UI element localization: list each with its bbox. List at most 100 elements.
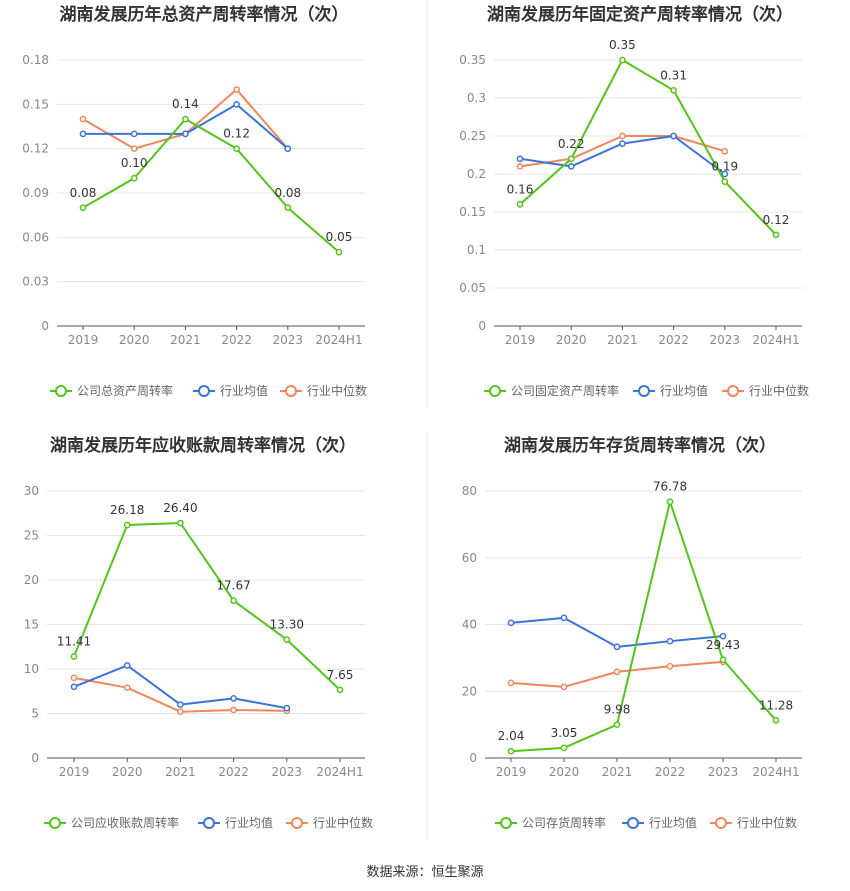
chart-4-legend-label-industry-avg: 行业均值 bbox=[649, 815, 697, 830]
chart-2-x-tick-label: 2022 bbox=[658, 333, 689, 347]
data-source-note: 数据来源：恒生聚源 bbox=[366, 865, 484, 880]
chart-1-data-label: 0.10 bbox=[121, 156, 148, 170]
chart-1-point-industry-avg bbox=[284, 145, 292, 153]
chart-2-data-label: 0.12 bbox=[763, 213, 790, 227]
chart-2-data-label: 0.22 bbox=[558, 137, 585, 151]
chart-3-data-label: 11.41 bbox=[57, 634, 91, 648]
chart-4-x-tick-label: 2020 bbox=[549, 765, 580, 779]
chart-2-legend-marker-industry-median bbox=[727, 385, 739, 397]
chart-3-point-company bbox=[336, 686, 344, 694]
chart-3-y-tick-label: 10 bbox=[24, 662, 39, 676]
chart-4-point-industry-median bbox=[560, 683, 568, 691]
chart-4-point-industry-avg bbox=[666, 637, 674, 645]
chart-1-x-tick-label: 2020 bbox=[119, 333, 150, 347]
chart-1-x-tick-label: 2019 bbox=[68, 333, 99, 347]
chart-4-data-label: 11.28 bbox=[759, 698, 793, 712]
chart-3-point-industry-avg bbox=[177, 701, 184, 708]
chart-2-y-tick-label: 0.1 bbox=[467, 243, 486, 257]
chart-2-point-industry-median bbox=[619, 132, 626, 140]
chart-1-x-tick-label: 2021 bbox=[170, 333, 201, 347]
chart-3-point-industry-median bbox=[70, 674, 78, 682]
chart-2-point-industry-avg bbox=[567, 163, 575, 170]
chart-3-legend-label-industry-avg: 行业均值 bbox=[225, 815, 273, 830]
chart-4-y-tick-label: 80 bbox=[462, 484, 477, 498]
chart-3-legend-label-industry-median: 行业中位数 bbox=[313, 815, 373, 830]
chart-3-x-tick-label: 2019 bbox=[59, 765, 90, 779]
chart-2-point-company bbox=[516, 201, 524, 208]
chart-2-y-tick-label: 0.2 bbox=[467, 167, 486, 181]
chart-1-point-company bbox=[182, 115, 189, 123]
chart-3-x-tick-label: 2022 bbox=[218, 765, 249, 779]
chart-4-point-company bbox=[666, 498, 674, 506]
chart-2-point-industry-median bbox=[721, 147, 729, 155]
chart-4-y-tick-label: 60 bbox=[462, 551, 477, 565]
chart-4-point-industry-median bbox=[613, 668, 621, 676]
chart-4-point-industry-avg bbox=[560, 614, 568, 622]
chart-1-point-company bbox=[130, 174, 138, 182]
chart-2-legend-marker-company bbox=[489, 385, 501, 397]
chart-2-y-tick-label: 0.35 bbox=[459, 53, 486, 67]
chart-3-data-label: 17.67 bbox=[216, 579, 250, 593]
chart-1-legend-label-company: 公司总资产周转率 bbox=[77, 383, 173, 398]
chart-2-point-company bbox=[721, 178, 729, 185]
chart-2-point-industry-avg bbox=[721, 170, 729, 178]
chart-1-legend-marker-industry-median bbox=[285, 385, 297, 397]
chart-4-title: 湖南发展历年存货周转率情况（次） bbox=[504, 435, 776, 456]
chart-1-y-tick-label: 0.09 bbox=[22, 186, 49, 200]
chart-4-x-tick-label: 2024H1 bbox=[752, 765, 799, 779]
chart-1-point-industry-median bbox=[130, 145, 138, 153]
chart-3-point-company bbox=[70, 653, 78, 660]
chart-1-point-industry-avg bbox=[79, 130, 87, 138]
chart-1-y-tick-label: 0.15 bbox=[22, 97, 49, 111]
chart-2-x-tick-label: 2023 bbox=[710, 333, 741, 347]
chart-4-legend-label-industry-median: 行业中位数 bbox=[737, 815, 797, 830]
chart-1-data-label: 0.05 bbox=[326, 230, 353, 244]
chart-2-point-company bbox=[772, 231, 780, 239]
chart-1-legend-label-industry-median: 行业中位数 bbox=[307, 383, 367, 398]
chart-3-y-tick-label: 30 bbox=[24, 484, 39, 498]
chart-2-legend-label-industry-avg: 行业均值 bbox=[660, 383, 708, 398]
chart-1-y-tick-label: 0 bbox=[41, 319, 49, 333]
chart-2-x-tick-label: 2021 bbox=[607, 333, 638, 347]
chart-1-legend-marker-industry-avg bbox=[198, 385, 210, 397]
chart-1-point-company bbox=[284, 204, 292, 212]
chart-2-point-company bbox=[670, 87, 677, 94]
chart-3-point-industry-avg bbox=[70, 683, 78, 691]
chart-1-point-industry-median bbox=[233, 86, 240, 93]
chart-2-point-company bbox=[567, 155, 575, 163]
chart-3-data-label: 26.40 bbox=[163, 501, 197, 515]
chart-2-series-line-company bbox=[519, 59, 777, 236]
chart-1-legend-marker-company bbox=[55, 385, 67, 397]
chart-3-x-tick-label: 2024H1 bbox=[316, 765, 363, 779]
chart-1-data-label: 0.08 bbox=[70, 186, 97, 200]
chart-3-data-label: 7.65 bbox=[327, 668, 354, 682]
chart-2-data-label: 0.19 bbox=[711, 160, 738, 174]
chart-3-x-tick-label: 2020 bbox=[112, 765, 143, 779]
chart-1-point-industry-median bbox=[79, 115, 87, 123]
chart-4-data-label: 76.78 bbox=[653, 480, 687, 494]
chart-4-data-label: 29.43 bbox=[706, 638, 740, 652]
chart-4-legend-marker-industry-avg bbox=[627, 817, 639, 829]
chart-2-y-tick-label: 0.3 bbox=[467, 91, 486, 105]
chart-4-y-tick-label: 20 bbox=[462, 684, 477, 698]
chart-4-data-label: 2.04 bbox=[498, 729, 525, 743]
chart-4-legend-marker-industry-median bbox=[715, 817, 727, 829]
chart-3-x-tick-label: 2021 bbox=[165, 765, 196, 779]
chart-3-y-tick-label: 20 bbox=[24, 573, 39, 587]
chart-1-point-company bbox=[233, 145, 240, 153]
chart-4-x-tick-label: 2022 bbox=[655, 765, 686, 779]
chart-2-y-tick-label: 0.05 bbox=[459, 281, 486, 295]
chart-2-legend-label-industry-median: 行业中位数 bbox=[749, 383, 809, 398]
chart-1-point-industry-avg bbox=[233, 100, 240, 108]
chart-3-y-tick-label: 5 bbox=[31, 707, 39, 721]
chart-4-y-tick-label: 40 bbox=[462, 618, 477, 632]
chart-3-point-industry-median bbox=[230, 706, 237, 714]
chart-2-title: 湖南发展历年固定资产周转率情况（次） bbox=[487, 4, 793, 25]
chart-4-point-industry-median bbox=[666, 662, 674, 670]
chart-4-legend-marker-company bbox=[500, 817, 512, 829]
chart-2-point-industry-avg bbox=[516, 155, 524, 163]
chart-1-data-label: 0.12 bbox=[223, 127, 250, 141]
chart-1-point-company bbox=[79, 204, 87, 212]
chart-4-point-company bbox=[772, 717, 780, 724]
chart-4-point-company bbox=[507, 747, 515, 755]
